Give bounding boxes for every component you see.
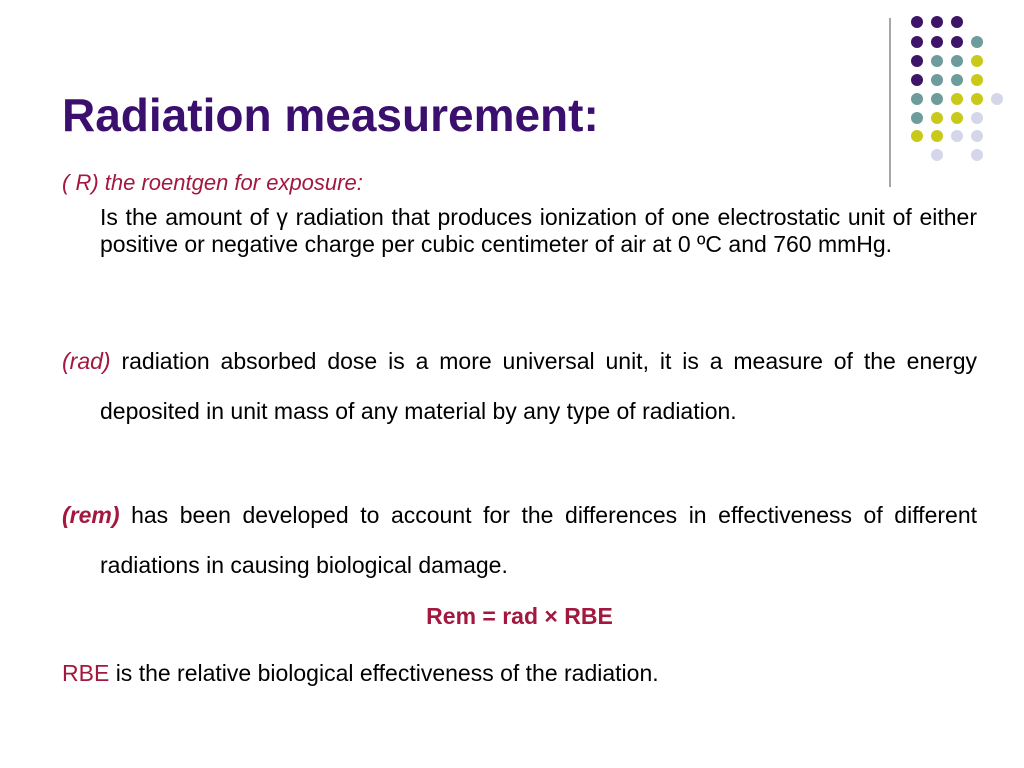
rad-text: radiation absorbed dose is a more univer… [100,348,977,424]
dots [911,16,1003,161]
rbe-term: RBE [62,660,110,686]
slide-title: Radiation measurement: [62,89,599,141]
roentgen-heading: ( R) the roentgen for exposure: [62,170,363,195]
rem-text: has been developed to account for the di… [100,502,977,578]
roentgen-body: Is the amount of γ radiation that produc… [100,204,977,257]
rbe-paragraph: RBE is the relative biological effective… [62,660,977,687]
formula: Rem = rad × RBE [426,603,613,629]
rad-paragraph: (rad) radiation absorbed dose is a more … [62,336,977,436]
rad-term: (rad) [62,348,111,374]
rbe-text: is the relative biological effectiveness… [115,660,659,686]
rem-paragraph: (rem) has been developed to account for … [62,490,977,590]
dot-decoration [889,16,1003,187]
rem-term: (rem) [62,502,120,528]
